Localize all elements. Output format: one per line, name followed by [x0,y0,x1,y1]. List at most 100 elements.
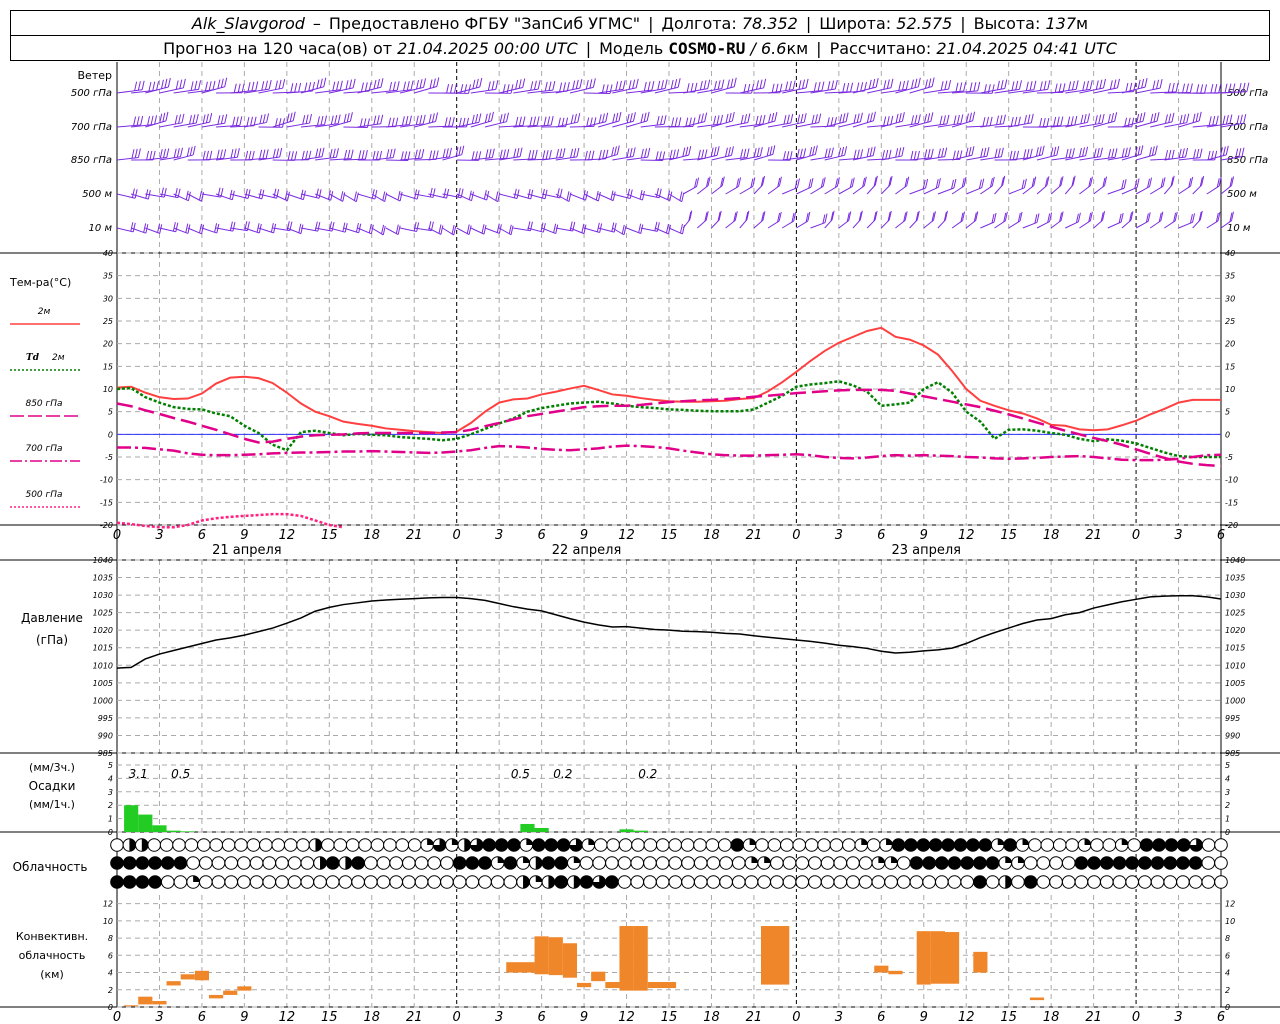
wind-barb-flag [1147,178,1151,188]
wind-barb-flag [1136,113,1140,124]
wind-barb-shaft [1220,185,1232,195]
wind-barb-flag [339,80,343,90]
cloud-symbol [581,838,596,852]
wind-barb-shaft [696,219,707,229]
wind-barb-flag [556,188,560,198]
wind-barb-shaft [1079,156,1101,161]
x-tick-label-bottom: 3 [835,1010,843,1024]
wind-barb-flag [752,177,756,187]
cloud-symbol [1176,838,1191,852]
wind-barb-flag [1195,112,1199,122]
wind-barb-flag [1039,81,1043,91]
wind-barb-shaft [131,123,155,128]
x-tick-label-bottom: 3 [495,1010,503,1024]
pres-tick-label-left: 1020 [93,626,113,635]
wind-barb-flag [488,148,492,159]
wind-barb-shaft [683,121,705,128]
wind-barb-flag [846,82,850,93]
wind-barb-flag [696,177,700,187]
wind-barb-flag [635,78,639,88]
cloud-circle [655,856,670,870]
cloud-circle [1052,838,1067,852]
wind-barb-flag [159,113,163,123]
wind-barb-flag [1156,79,1160,89]
wind-barb-shaft [1135,220,1149,229]
wind-barb-flag [134,189,138,199]
cloud-circle [792,838,807,852]
precip-bar [534,827,549,832]
cloud-circle [1176,875,1190,889]
wind-barb-flag [731,111,735,122]
wind-barb-flag [1046,176,1050,186]
wind-barb-shaft [1178,221,1193,229]
wind-barb-flag [744,114,748,124]
x-tick-label: 18 [363,528,380,543]
wind-barb-flag [859,112,863,122]
wind-barb-shaft [824,185,838,195]
wind-barb-flag [334,115,338,125]
wind-barb-shaft [895,86,919,94]
cloud-circle [731,856,746,870]
cloud-symbol [718,838,732,852]
wind-barb-flag [1189,83,1193,93]
wind-barb-flag [777,212,781,223]
pres-tick-label-left: 1010 [93,661,113,670]
wind-barb-flag [1196,148,1200,159]
wind-barb-flag [1147,212,1151,222]
cloud-full [541,856,556,870]
wind-barb-flag [866,113,870,123]
cloud-symbol [922,875,936,889]
cloud-circle [693,856,708,870]
cloud-full [941,838,955,852]
cloud-circle [617,856,632,870]
wind-barb-shaft [555,121,578,128]
conv-bar [647,982,677,989]
wind-barb-flag [491,80,495,91]
wind-barb-flag [167,77,171,88]
wind-barb-flag [848,211,852,221]
cloud-quarter [427,838,434,845]
wind-barb-flag [1186,113,1190,123]
wind-barb-flag [320,115,324,126]
wind-barb-flag [670,79,674,90]
wind-barb-flag [315,148,319,158]
wind-barb-flag [302,115,306,125]
wind-barb-shaft [767,185,780,195]
wind-barb-shaft [300,124,325,128]
cloud-full [1164,838,1179,852]
wind-barb-shaft [201,122,225,128]
conv-bar [874,965,889,973]
wind-barb-flag [721,79,725,89]
wind-barb-shaft [937,122,961,128]
cloud-symbol [693,838,707,852]
legend-label: 500 гПа [25,490,62,500]
cloud-symbol [414,856,429,870]
cloud-symbol [605,875,619,889]
wind-barb-shaft [484,157,507,161]
wind-barb-flag [1218,83,1222,94]
cloud-symbol [1011,875,1025,889]
cloud-symbol [842,838,856,852]
wind-barb-flag [1026,148,1030,159]
wind-barb-flag [996,80,1000,90]
wind-barb-flag [475,78,479,89]
wind-barb-flag [1131,117,1135,127]
wind-barb-flag [286,113,290,123]
wind-barb-shaft [810,222,826,229]
wind-barb-flag [1160,211,1164,221]
wind-barb-flag [794,179,798,189]
wind-barb-flag [1096,148,1100,158]
cloud-circle [313,875,327,889]
wind-barb-flag [612,113,616,123]
wind-barb-flag [615,112,619,122]
wind-barb-flag [814,114,818,124]
wind-barb-flag [527,221,531,231]
wind-barb-shaft [470,88,496,94]
wind-barb-shaft [400,157,422,161]
conv-title-3: (км) [40,968,64,981]
wind-barb-flag [429,187,433,198]
wind-barb-flag [359,118,363,128]
cloud-full [148,875,162,889]
wind-barb-flag [629,147,633,158]
wind-barb-flag [864,81,868,92]
